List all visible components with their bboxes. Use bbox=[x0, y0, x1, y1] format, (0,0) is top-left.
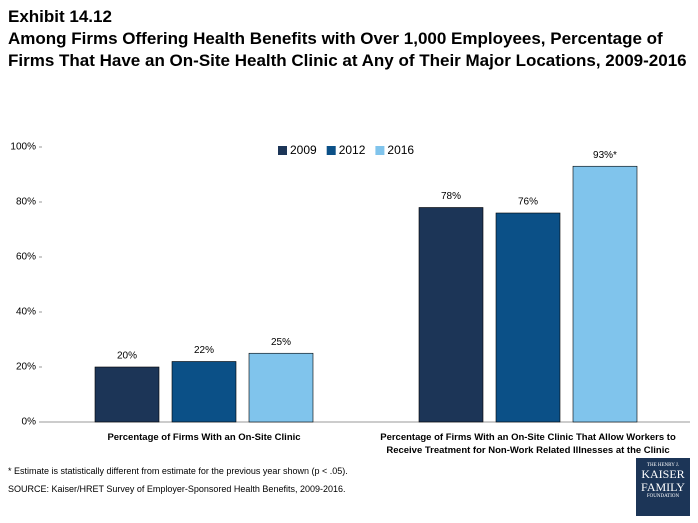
y-tick-label: 40% bbox=[16, 307, 36, 318]
source: SOURCE: Kaiser/HRET Survey of Employer-S… bbox=[8, 484, 346, 494]
legend-swatch bbox=[326, 146, 336, 155]
x-tick-label: Percentage of Firms With an On-Site Clin… bbox=[107, 432, 301, 443]
y-tick-label: 60% bbox=[16, 252, 36, 263]
bar bbox=[248, 352, 314, 423]
bar bbox=[171, 361, 237, 423]
value-label: 20% bbox=[117, 351, 137, 362]
legend-label: 2009 bbox=[290, 143, 317, 157]
value-label: 76% bbox=[518, 197, 538, 208]
logo-text: FOUNDATION bbox=[646, 494, 680, 499]
x-tick-label: Percentage of Firms With an On-Site Clin… bbox=[380, 432, 676, 456]
value-label: 22% bbox=[194, 345, 214, 356]
value-label: 93%* bbox=[593, 150, 617, 161]
logo-text: FAMILY bbox=[641, 480, 685, 494]
legend-label: 2016 bbox=[387, 143, 414, 157]
y-tick-label: 80% bbox=[16, 197, 36, 208]
chart-title: Exhibit 14.12 bbox=[8, 7, 112, 26]
legend-swatch bbox=[375, 146, 385, 155]
bar bbox=[572, 165, 638, 423]
value-label: 78% bbox=[441, 191, 461, 202]
y-tick-label: 0% bbox=[22, 417, 37, 428]
legend-label: 2012 bbox=[339, 143, 366, 157]
logo-text: KAISER bbox=[641, 467, 685, 481]
footnote: * Estimate is statistically different fr… bbox=[8, 466, 348, 476]
logo-text: THE HENRY J. bbox=[646, 463, 680, 468]
bar bbox=[418, 207, 484, 423]
legend-swatch bbox=[278, 146, 287, 155]
bar bbox=[94, 366, 160, 423]
y-tick-label: 100% bbox=[10, 142, 36, 153]
chart-subtitle: Among Firms Offering Health Benefits wit… bbox=[8, 29, 687, 70]
title-block: Exhibit 14.12 Among Firms Offering Healt… bbox=[8, 6, 693, 72]
y-tick-label: 20% bbox=[16, 362, 36, 373]
value-label: 25% bbox=[271, 337, 291, 348]
logo: THE HENRY J. KAISER FAMILY FOUNDATION bbox=[636, 458, 690, 516]
bar bbox=[495, 212, 561, 423]
